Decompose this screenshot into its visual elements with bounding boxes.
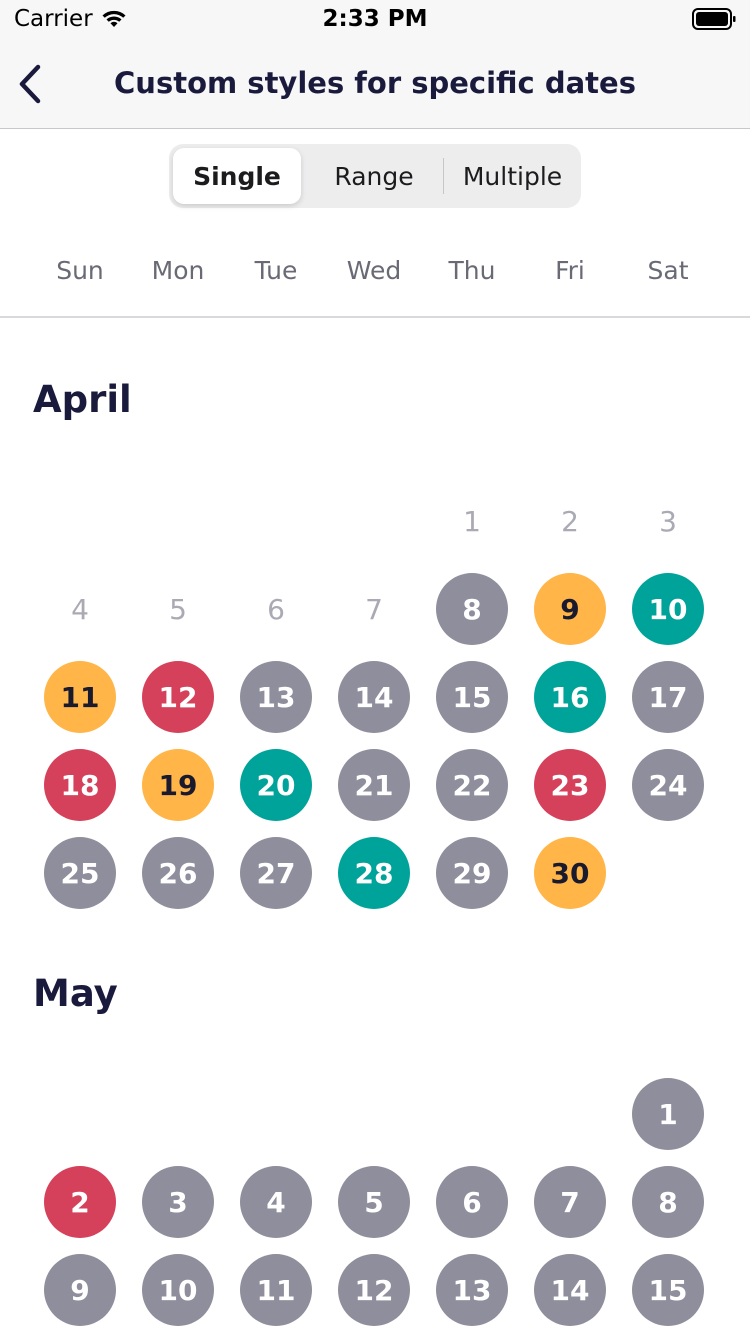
- battery-icon: [692, 8, 736, 30]
- day-april-2[interactable]: 2: [561, 504, 579, 538]
- day-may-6[interactable]: 6: [436, 1166, 508, 1238]
- chevron-left-icon: [19, 64, 41, 104]
- day-may-15[interactable]: 15: [632, 1254, 704, 1326]
- back-button[interactable]: [14, 62, 46, 106]
- day-april-28[interactable]: 28: [338, 837, 410, 909]
- day-april-30[interactable]: 30: [534, 837, 606, 909]
- day-april-11[interactable]: 11: [44, 661, 116, 733]
- day-may-8[interactable]: 8: [632, 1166, 704, 1238]
- day-april-26[interactable]: 26: [142, 837, 214, 909]
- weekday-thu: Thu: [448, 256, 496, 285]
- navigation-bar: Carrier 2:33 PM Custom styles for specif…: [0, 0, 750, 129]
- carrier-indicator: Carrier: [14, 6, 127, 32]
- day-may-11[interactable]: 11: [240, 1254, 312, 1326]
- day-april-14[interactable]: 14: [338, 661, 410, 733]
- day-april-23[interactable]: 23: [534, 749, 606, 821]
- day-april-25[interactable]: 25: [44, 837, 116, 909]
- month-title-may: May: [33, 972, 118, 1015]
- day-may-7[interactable]: 7: [534, 1166, 606, 1238]
- day-may-14[interactable]: 14: [534, 1254, 606, 1326]
- day-april-7[interactable]: 7: [365, 592, 383, 626]
- day-april-22[interactable]: 22: [436, 749, 508, 821]
- day-may-4[interactable]: 4: [240, 1166, 312, 1238]
- segment-divider: [443, 158, 444, 194]
- segment-range[interactable]: Range: [334, 161, 414, 191]
- weekday-header: Sun Mon Tue Wed Thu Fri Sat: [0, 230, 750, 318]
- day-april-24[interactable]: 24: [632, 749, 704, 821]
- day-may-12[interactable]: 12: [338, 1254, 410, 1326]
- weekday-sun: Sun: [56, 256, 104, 285]
- day-may-13[interactable]: 13: [436, 1254, 508, 1326]
- wifi-icon: [102, 10, 126, 27]
- day-april-27[interactable]: 27: [240, 837, 312, 909]
- status-bar: Carrier 2:33 PM: [0, 0, 750, 40]
- selection-mode-segmented-control: Single Range Multiple: [169, 144, 581, 208]
- day-april-6[interactable]: 6: [267, 592, 285, 626]
- day-may-3[interactable]: 3: [142, 1166, 214, 1238]
- day-may-1[interactable]: 1: [632, 1078, 704, 1150]
- day-april-10[interactable]: 10: [632, 573, 704, 645]
- day-april-12[interactable]: 12: [142, 661, 214, 733]
- weekday-fri: Fri: [555, 256, 585, 285]
- segment-multiple[interactable]: Multiple: [462, 161, 563, 191]
- day-april-17[interactable]: 17: [632, 661, 704, 733]
- day-may-9[interactable]: 9: [44, 1254, 116, 1326]
- day-april-20[interactable]: 20: [240, 749, 312, 821]
- status-time: 2:33 PM: [322, 6, 428, 32]
- weekday-wed: Wed: [346, 256, 402, 285]
- day-april-21[interactable]: 21: [338, 749, 410, 821]
- day-april-3[interactable]: 3: [659, 504, 677, 538]
- day-april-19[interactable]: 19: [142, 749, 214, 821]
- day-april-4[interactable]: 4: [71, 592, 89, 626]
- day-april-5[interactable]: 5: [169, 592, 187, 626]
- day-april-13[interactable]: 13: [240, 661, 312, 733]
- day-may-5[interactable]: 5: [338, 1166, 410, 1238]
- day-april-9[interactable]: 9: [534, 573, 606, 645]
- day-april-15[interactable]: 15: [436, 661, 508, 733]
- weekday-mon: Mon: [151, 256, 205, 285]
- segment-single[interactable]: Single: [173, 148, 301, 204]
- day-april-1[interactable]: 1: [463, 504, 481, 538]
- weekday-tue: Tue: [254, 256, 298, 285]
- weekday-sat: Sat: [647, 256, 689, 285]
- carrier-label: Carrier: [14, 6, 93, 32]
- day-may-10[interactable]: 10: [142, 1254, 214, 1326]
- month-title-april: April: [33, 378, 132, 421]
- page-title: Custom styles for specific dates: [114, 66, 636, 100]
- day-may-2[interactable]: 2: [44, 1166, 116, 1238]
- day-april-18[interactable]: 18: [44, 749, 116, 821]
- day-april-8[interactable]: 8: [436, 573, 508, 645]
- day-april-16[interactable]: 16: [534, 661, 606, 733]
- day-april-29[interactable]: 29: [436, 837, 508, 909]
